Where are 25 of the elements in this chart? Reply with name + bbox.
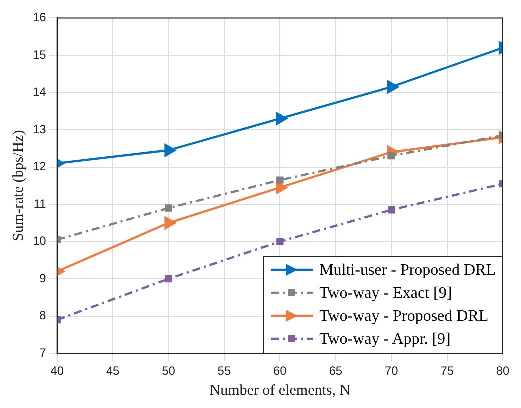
y-tick-label: 16	[32, 10, 47, 25]
y-tick-label: 14	[32, 85, 47, 100]
legend-label: Two-way - Exact [9]	[320, 284, 452, 304]
legend-label: Two-way - Proposed DRL	[320, 306, 489, 327]
y-axis-title: Sum-rate (bps/Hz)	[10, 130, 27, 242]
x-tick-label: 65	[329, 364, 343, 378]
x-tick-label: 40	[50, 364, 64, 378]
legend-label: Multi-user - Proposed DRL	[320, 260, 496, 281]
x-tick-label: 60	[273, 364, 288, 378]
y-tick-label: 12	[32, 160, 47, 174]
x-tick-label: 55	[218, 364, 232, 378]
x-axis-title: Number of elements, N	[210, 382, 351, 399]
legend-label: Two-way - Appr. [9]	[320, 330, 451, 350]
y-tick-label: 13	[32, 122, 47, 136]
x-tick-label: 70	[384, 364, 399, 378]
y-tick-label: 9	[40, 271, 47, 286]
y-tick-label: 8	[40, 308, 47, 323]
y-tick-label: 11	[34, 196, 47, 211]
y-tick-label: 7	[40, 346, 47, 360]
x-tick-label: 50	[162, 364, 176, 378]
x-tick-label: 75	[440, 364, 454, 378]
x-tick-label: 45	[106, 364, 120, 378]
y-tick-label: 10	[32, 234, 47, 248]
y-tick-label: 15	[32, 48, 47, 62]
x-tick-label: 80	[496, 364, 510, 378]
